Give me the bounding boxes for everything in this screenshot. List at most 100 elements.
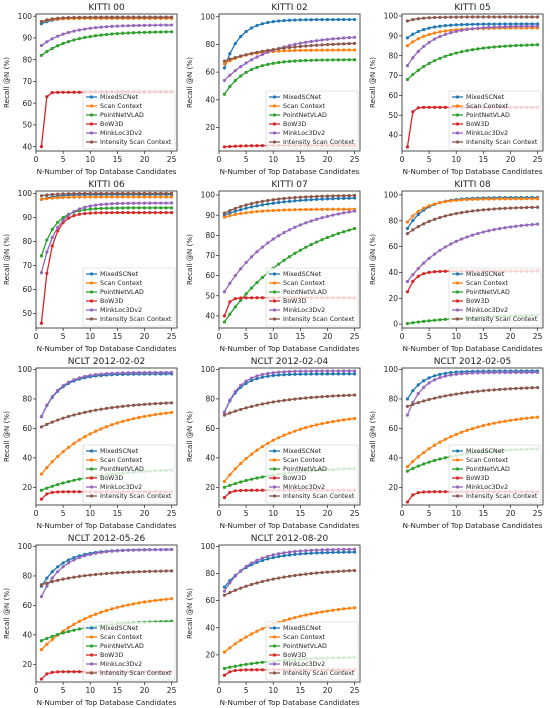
x-tick-label: 5 — [244, 332, 249, 341]
data-point — [66, 625, 71, 630]
data-point — [94, 612, 98, 616]
x-tick-label: 0 — [34, 509, 39, 518]
y-axis-label: Recall @N (%) — [2, 588, 11, 639]
legend-box — [448, 90, 542, 150]
y-tick-label: 60 — [388, 424, 398, 433]
data-point — [331, 58, 335, 62]
data-point — [260, 296, 264, 300]
data-point — [405, 290, 410, 294]
data-point — [449, 31, 453, 35]
data-point — [449, 242, 453, 246]
legend-box — [82, 444, 176, 504]
data-point — [352, 606, 357, 610]
data-point — [481, 424, 485, 428]
data-point — [77, 438, 81, 442]
data-point — [132, 570, 136, 574]
data-point — [56, 418, 60, 422]
data-point — [519, 224, 523, 228]
y-tick-label: 20 — [205, 123, 215, 132]
plot-frame — [218, 13, 361, 152]
y-tick-label: 50 — [205, 291, 215, 300]
legend-marker — [89, 662, 94, 666]
data-point — [77, 37, 81, 41]
data-point — [449, 199, 453, 203]
data-point — [315, 197, 319, 202]
data-point — [153, 412, 157, 417]
data-point — [94, 191, 98, 196]
data-point — [320, 570, 324, 575]
data-point — [298, 223, 302, 227]
y-tick-label: 100 — [201, 542, 216, 551]
data-point — [61, 384, 65, 388]
data-point — [476, 26, 480, 30]
legend-marker — [272, 662, 277, 666]
data-point — [110, 206, 114, 210]
data-point — [325, 42, 330, 47]
y-tick-label: 90 — [205, 211, 215, 220]
data-point — [298, 372, 302, 376]
data-point — [271, 20, 275, 24]
data-point — [115, 15, 119, 19]
data-point — [304, 58, 308, 63]
data-point — [320, 58, 324, 62]
data-point — [249, 210, 254, 214]
data-point — [142, 211, 147, 215]
data-point — [470, 390, 475, 394]
data-point — [110, 202, 114, 206]
data-point — [233, 467, 237, 471]
y-axis-label: Recall @N (%) — [2, 411, 11, 462]
data-point — [110, 195, 114, 199]
legend-entry: Intensity Scan Context — [100, 670, 172, 677]
data-point — [298, 573, 302, 577]
data-point — [271, 556, 275, 560]
data-point — [249, 561, 254, 565]
data-point — [336, 17, 340, 22]
y-tick-label: 50 — [22, 121, 32, 130]
legend-marker — [89, 467, 94, 471]
chart-title: NCLT 2012-08-20 — [251, 534, 329, 544]
data-point — [228, 85, 232, 89]
legend-box — [265, 267, 359, 327]
data-point — [50, 17, 54, 21]
y-tick-label: 100 — [18, 542, 33, 551]
x-tick-label: 10 — [85, 686, 95, 695]
legend-entry: PointNetVLAD — [100, 643, 144, 650]
data-point — [266, 48, 270, 52]
data-point — [88, 552, 92, 556]
data-point — [115, 605, 119, 610]
legend-entry: Scan Context — [100, 103, 143, 110]
data-point — [56, 388, 60, 392]
data-point — [228, 214, 232, 218]
data-point — [320, 610, 324, 614]
data-point — [298, 248, 302, 252]
data-point — [514, 15, 518, 19]
data-point — [244, 668, 248, 672]
x-tick-label: 25 — [167, 509, 177, 518]
data-point — [72, 90, 76, 94]
data-point — [39, 594, 44, 599]
data-point — [39, 425, 44, 429]
data-point — [50, 634, 54, 638]
legend-marker — [89, 299, 94, 303]
data-point — [83, 27, 87, 31]
data-point — [50, 460, 54, 464]
data-point — [320, 48, 324, 52]
data-point — [449, 373, 453, 377]
data-point — [411, 273, 415, 277]
data-point — [233, 574, 237, 578]
data-point — [422, 64, 426, 69]
data-point — [66, 40, 71, 44]
data-point — [336, 48, 340, 52]
data-point — [233, 79, 237, 83]
legend-marker — [89, 317, 94, 321]
data-point — [416, 491, 420, 495]
data-point — [142, 402, 147, 406]
data-point — [169, 23, 174, 27]
legend-entry: Scan Context — [100, 457, 143, 464]
x-tick-label: 20 — [323, 686, 333, 695]
data-point — [405, 279, 410, 284]
data-point — [535, 385, 540, 390]
y-tick-label: 100 — [384, 190, 399, 199]
data-point — [342, 550, 346, 554]
